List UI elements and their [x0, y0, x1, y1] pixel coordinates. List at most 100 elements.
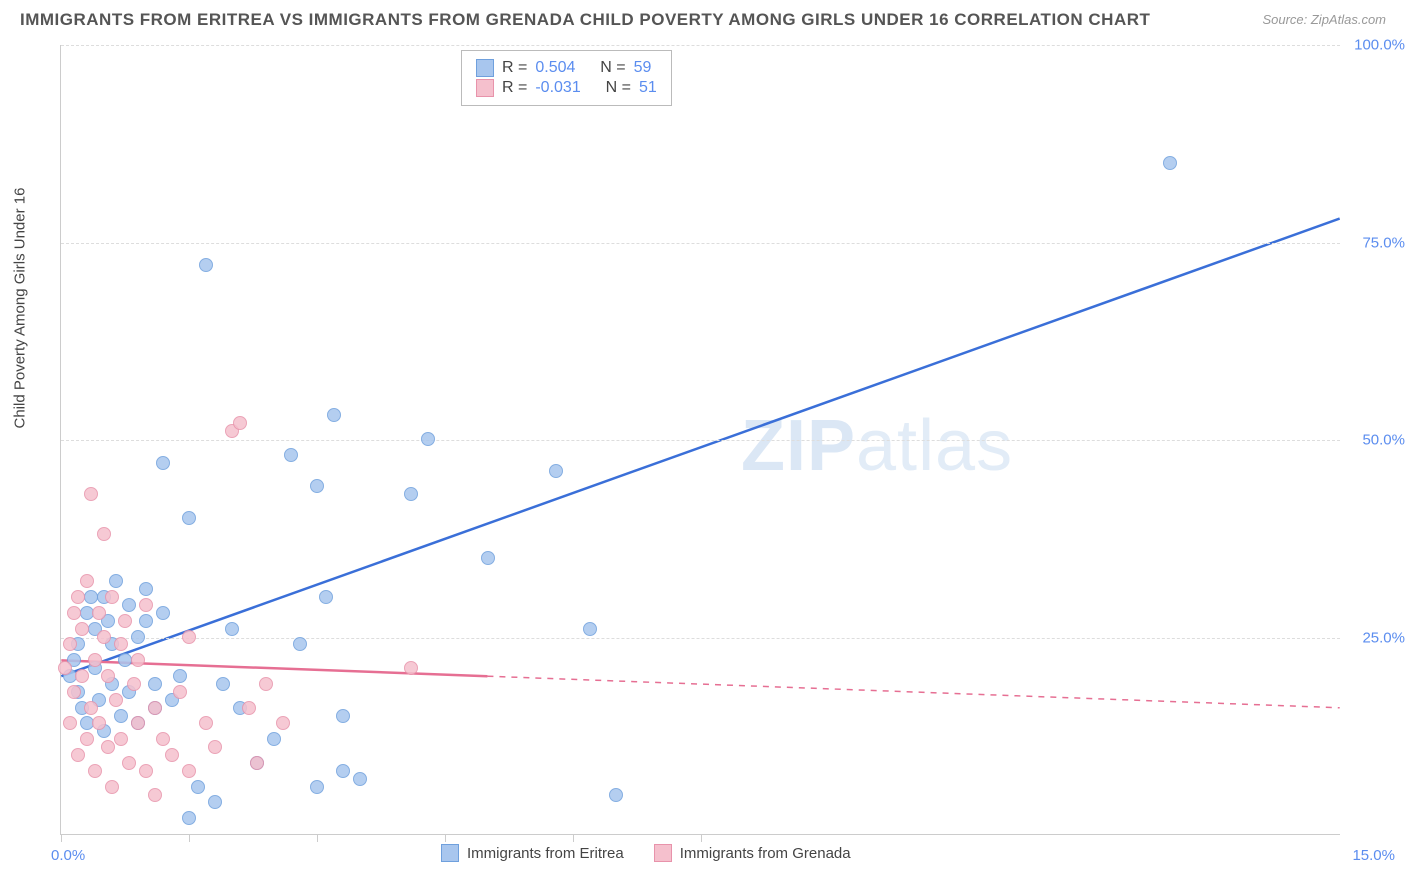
data-point-eritrea	[549, 464, 563, 478]
r-label: R =	[502, 59, 527, 77]
data-point-eritrea	[336, 764, 350, 778]
n-label: N =	[600, 59, 625, 77]
data-point-eritrea	[208, 795, 222, 809]
y-tick-label: 25.0%	[1362, 629, 1405, 646]
data-point-eritrea	[182, 811, 196, 825]
swatch-grenada-bottom	[654, 844, 672, 862]
data-point-eritrea	[109, 574, 123, 588]
data-point-eritrea	[609, 788, 623, 802]
data-point-grenada	[97, 527, 111, 541]
data-point-eritrea	[225, 622, 239, 636]
y-tick-label: 100.0%	[1354, 37, 1405, 54]
chart-container: IMMIGRANTS FROM ERITREA VS IMMIGRANTS FR…	[0, 0, 1406, 892]
data-point-eritrea	[1163, 156, 1177, 170]
data-point-eritrea	[481, 551, 495, 565]
data-point-grenada	[92, 716, 106, 730]
data-point-grenada	[250, 756, 264, 770]
data-point-eritrea	[199, 258, 213, 272]
data-point-grenada	[71, 748, 85, 762]
data-point-eritrea	[131, 630, 145, 644]
watermark: ZIPatlas	[741, 405, 1013, 487]
legend-bottom: Immigrants from Eritrea Immigrants from …	[441, 844, 851, 862]
data-point-eritrea	[139, 582, 153, 596]
data-point-grenada	[58, 661, 72, 675]
data-point-grenada	[148, 701, 162, 715]
n-value-grenada: 51	[639, 79, 657, 97]
data-point-grenada	[101, 740, 115, 754]
data-point-eritrea	[293, 637, 307, 651]
data-point-grenada	[84, 701, 98, 715]
gridline	[61, 45, 1340, 46]
data-point-grenada	[139, 598, 153, 612]
legend-item-grenada: Immigrants from Grenada	[654, 844, 851, 862]
data-point-grenada	[404, 661, 418, 675]
data-point-eritrea	[284, 448, 298, 462]
data-point-grenada	[259, 677, 273, 691]
data-point-grenada	[109, 693, 123, 707]
data-point-eritrea	[148, 677, 162, 691]
data-point-grenada	[131, 653, 145, 667]
data-point-grenada	[63, 637, 77, 651]
data-point-grenada	[139, 764, 153, 778]
data-point-eritrea	[310, 780, 324, 794]
gridline	[61, 243, 1340, 244]
x-tick	[445, 834, 446, 842]
watermark-atlas: atlas	[856, 406, 1013, 486]
data-point-eritrea	[353, 772, 367, 786]
data-point-grenada	[71, 590, 85, 604]
data-point-eritrea	[114, 709, 128, 723]
data-point-grenada	[131, 716, 145, 730]
gridline	[61, 440, 1340, 441]
x-tick	[189, 834, 190, 842]
data-point-eritrea	[310, 479, 324, 493]
data-point-grenada	[148, 788, 162, 802]
data-point-eritrea	[122, 598, 136, 612]
data-point-eritrea	[182, 511, 196, 525]
data-point-eritrea	[156, 456, 170, 470]
data-point-grenada	[88, 653, 102, 667]
data-point-grenada	[276, 716, 290, 730]
legend-item-eritrea: Immigrants from Eritrea	[441, 844, 624, 862]
data-point-grenada	[118, 614, 132, 628]
data-point-grenada	[75, 622, 89, 636]
x-tick	[701, 834, 702, 842]
data-point-eritrea	[583, 622, 597, 636]
data-point-eritrea	[327, 408, 341, 422]
data-point-grenada	[80, 732, 94, 746]
legend-label-grenada: Immigrants from Grenada	[680, 845, 851, 862]
data-point-grenada	[182, 630, 196, 644]
data-point-grenada	[233, 416, 247, 430]
y-tick-label: 50.0%	[1362, 432, 1405, 449]
data-point-grenada	[84, 487, 98, 501]
data-point-grenada	[165, 748, 179, 762]
data-point-grenada	[122, 756, 136, 770]
x-tick	[317, 834, 318, 842]
data-point-grenada	[105, 590, 119, 604]
data-point-grenada	[173, 685, 187, 699]
gridline	[61, 638, 1340, 639]
r-value-grenada: -0.031	[535, 79, 580, 97]
data-point-grenada	[97, 630, 111, 644]
source-label: Source: ZipAtlas.com	[1262, 12, 1386, 27]
n-value-eritrea: 59	[634, 59, 652, 77]
x-min-label: 0.0%	[51, 847, 85, 864]
x-tick	[61, 834, 62, 842]
data-point-eritrea	[404, 487, 418, 501]
legend-label-eritrea: Immigrants from Eritrea	[467, 845, 624, 862]
swatch-eritrea	[476, 59, 494, 77]
trendline-eritrea	[61, 219, 1339, 677]
data-point-grenada	[101, 669, 115, 683]
data-point-eritrea	[191, 780, 205, 794]
data-point-grenada	[67, 685, 81, 699]
swatch-eritrea-bottom	[441, 844, 459, 862]
data-point-grenada	[182, 764, 196, 778]
data-point-grenada	[63, 716, 77, 730]
swatch-grenada	[476, 79, 494, 97]
data-point-eritrea	[336, 709, 350, 723]
data-point-grenada	[92, 606, 106, 620]
data-point-grenada	[88, 764, 102, 778]
x-max-label: 15.0%	[1352, 847, 1395, 864]
data-point-grenada	[156, 732, 170, 746]
data-point-grenada	[75, 669, 89, 683]
y-tick-label: 75.0%	[1362, 234, 1405, 251]
